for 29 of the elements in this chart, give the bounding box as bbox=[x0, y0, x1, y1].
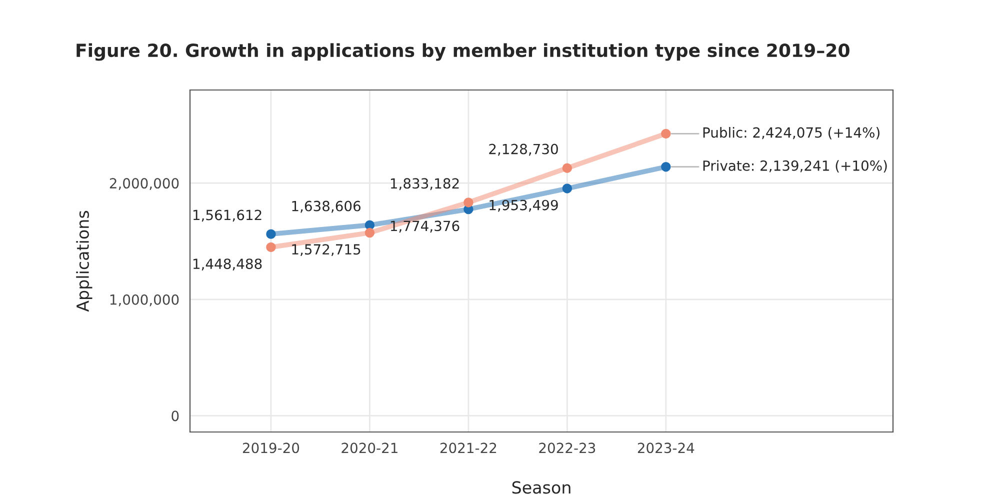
annotation: Private: 2,139,241 (+10%) bbox=[703, 160, 887, 173]
y-axis-title: Applications bbox=[76, 210, 92, 312]
point bbox=[562, 184, 572, 194]
point bbox=[562, 163, 572, 173]
annotation: Public: 2,424,075 (+14%) bbox=[703, 127, 880, 140]
point bbox=[266, 229, 276, 239]
y-tick-label: 1,000,000 bbox=[110, 294, 179, 306]
data-label: 1,953,499 bbox=[490, 200, 558, 212]
x-tick-label: 2022-23 bbox=[539, 442, 596, 454]
point bbox=[364, 228, 375, 238]
point bbox=[661, 162, 671, 172]
point bbox=[661, 128, 671, 139]
x-tick-label: 2021-22 bbox=[440, 442, 496, 454]
data-label: 1,561,612 bbox=[193, 210, 262, 222]
data-label: 1,833,182 bbox=[390, 178, 459, 190]
x-axis-title: Season bbox=[512, 481, 570, 494]
data-label: 1,638,606 bbox=[292, 200, 360, 213]
data-label: 2,128,730 bbox=[489, 144, 558, 156]
x-tick-label: 2020-21 bbox=[342, 442, 398, 454]
point bbox=[266, 242, 276, 252]
point bbox=[464, 198, 474, 208]
x-tick-label: 2023-24 bbox=[638, 442, 694, 454]
x-tick-label: 2019-20 bbox=[242, 442, 300, 454]
data-label: 1,572,715 bbox=[292, 244, 360, 256]
y-tick-label: 2,000,000 bbox=[110, 178, 179, 190]
data-label: 1,774,376 bbox=[390, 220, 460, 233]
data-label: 1,448,488 bbox=[193, 258, 262, 270]
chart-title: Figure 20. Growth in applications by member institution type since 2019–20 bbox=[76, 43, 850, 61]
y-tick-label: 0 bbox=[172, 410, 179, 422]
